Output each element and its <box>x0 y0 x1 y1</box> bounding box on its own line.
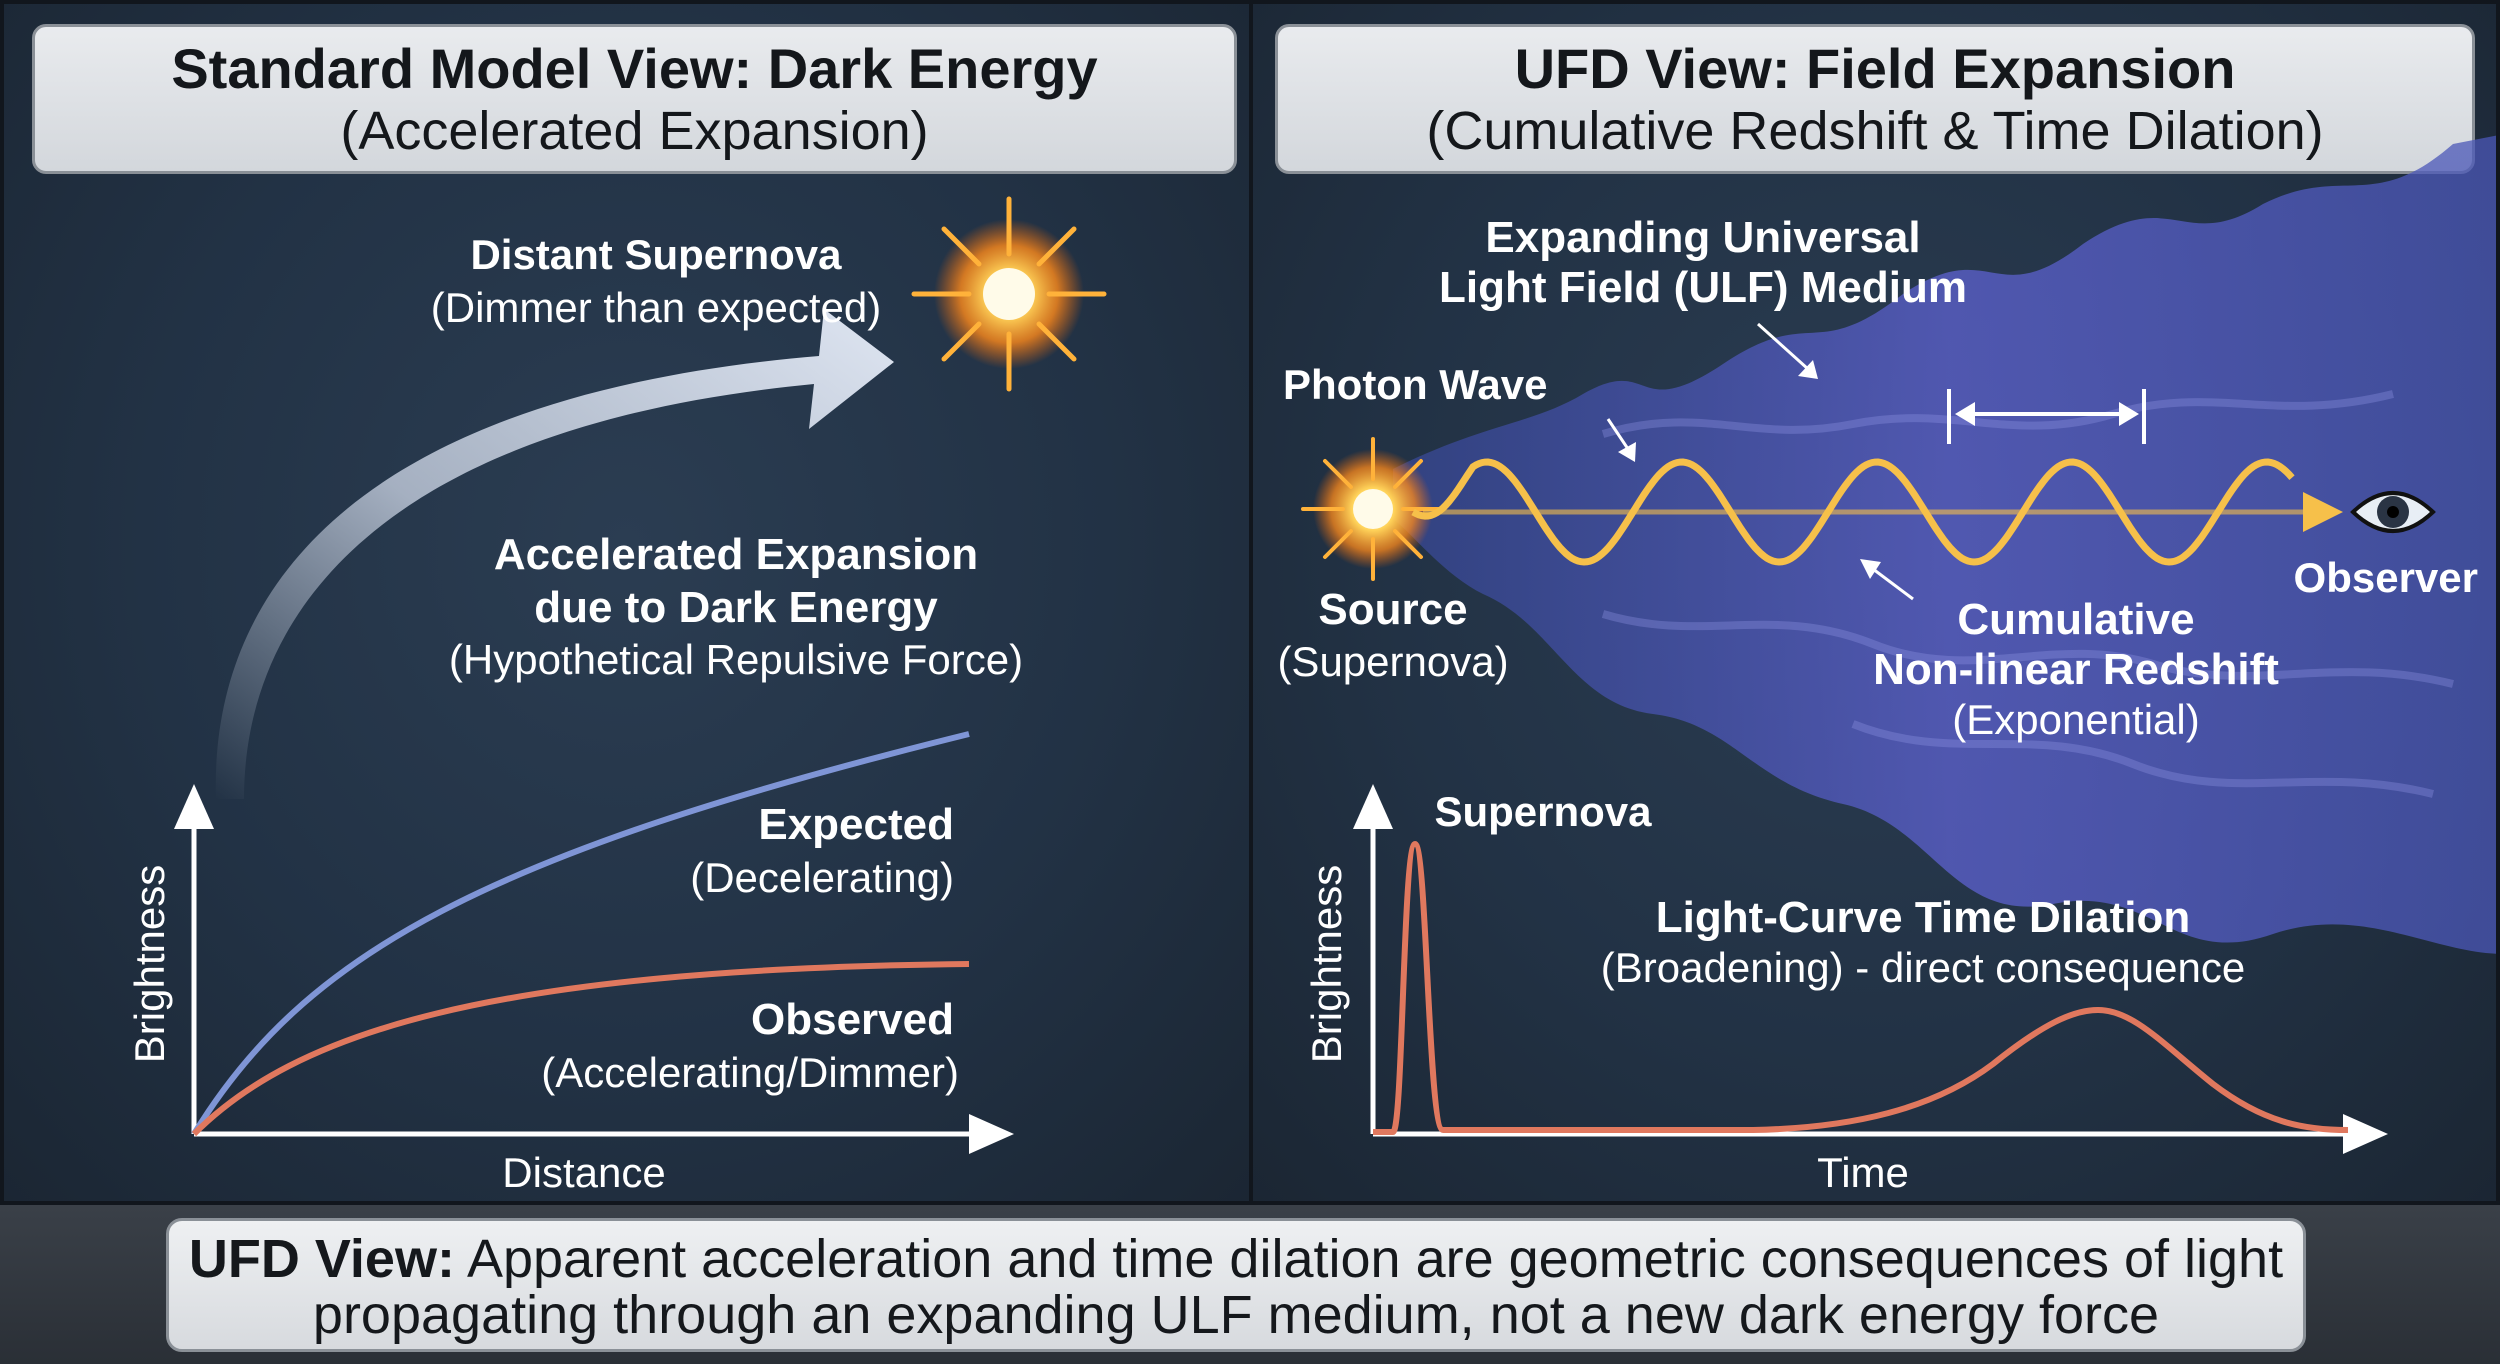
left-title: Standard Model View: Dark Energy <box>171 37 1098 100</box>
left-axes <box>174 784 1014 1154</box>
observer-eye-icon <box>2350 491 2436 533</box>
light-curve <box>1373 840 2349 1135</box>
footer-lead: UFD View: <box>188 1229 455 1289</box>
right-x-axis-label: Time <box>1817 1149 1909 1196</box>
supernova-title: Distant Supernova <box>470 231 842 278</box>
wavelength-indicator <box>1947 389 2146 444</box>
redshift-label-line2: Non-linear Redshift <box>1873 645 2279 694</box>
ufd-panel: UFD View: Field Expansion (Cumulative Re… <box>1249 0 2500 1205</box>
right-diagram: Expanding Universal Light Field (ULF) Me… <box>1277 135 2496 1196</box>
supernova-subtitle: (Dimmer than expected) <box>431 284 882 331</box>
left-y-axis-label: Brightness <box>126 865 173 1063</box>
observed-curve <box>191 961 970 1137</box>
accel-label-line3: (Hypothetical Repulsive Force) <box>449 636 1023 683</box>
footer-text-line2: propagating through an expanding ULF med… <box>312 1285 2160 1345</box>
observer-label: Observer <box>2294 554 2478 601</box>
accel-label-line2: due to Dark Energy <box>534 583 938 632</box>
expected-title: Expected <box>758 800 954 849</box>
source-subtitle: (Supernova) <box>1277 638 1508 685</box>
expected-curve <box>191 731 970 1136</box>
photon-wave <box>1411 458 2295 566</box>
source-star-icon <box>1301 437 1445 581</box>
left-x-axis-label: Distance <box>502 1149 665 1196</box>
standard-model-panel: Standard Model View: Dark Energy (Accele… <box>0 0 1253 1205</box>
redshift-label-line1: Cumulative <box>1957 595 2194 644</box>
right-subtitle: (Cumulative Redshift & Time Dilation) <box>1426 101 2324 161</box>
redshift-label-line3: (Exponential) <box>1952 696 2199 743</box>
accel-label-line1: Accelerated Expansion <box>494 530 978 579</box>
right-y-axis-label: Brightness <box>1303 865 1350 1063</box>
footer-summary: UFD View: Apparent acceleration and time… <box>166 1218 2306 1352</box>
left-header: Standard Model View: Dark Energy (Accele… <box>32 24 1237 174</box>
medium-label-line2: Light Field (ULF) Medium <box>1439 263 1967 312</box>
right-header: UFD View: Field Expansion (Cumulative Re… <box>1275 24 2475 174</box>
left-diagram: Distant Supernova (Dimmer than expected)… <box>126 196 1107 1196</box>
right-axes <box>1353 784 2388 1154</box>
medium-label-line1: Expanding Universal <box>1485 213 1920 262</box>
dilation-title: Light-Curve Time Dilation <box>1656 893 2191 942</box>
peak-label: Supernova <box>1434 788 1652 835</box>
observed-subtitle: (Accelerating/Dimmer) <box>541 1049 959 1096</box>
acceleration-arrow <box>215 309 894 799</box>
observer-arrowhead <box>2303 492 2343 532</box>
dilation-subtitle: (Broadening) - direct consequence <box>1601 944 2245 991</box>
left-subtitle: (Accelerated Expansion) <box>340 101 929 161</box>
source-title: Source <box>1318 585 1467 634</box>
photon-wave-label: Photon Wave <box>1283 361 1547 408</box>
supernova-star-icon <box>911 196 1107 392</box>
footer-line1: UFD View: Apparent acceleration and time… <box>169 1231 2303 1287</box>
footer-text-line1: Apparent acceleration and time dilation … <box>454 1229 2284 1289</box>
observed-title: Observed <box>751 995 954 1044</box>
right-title: UFD View: Field Expansion <box>1514 37 2236 100</box>
expected-subtitle: (Decelerating) <box>690 854 954 901</box>
